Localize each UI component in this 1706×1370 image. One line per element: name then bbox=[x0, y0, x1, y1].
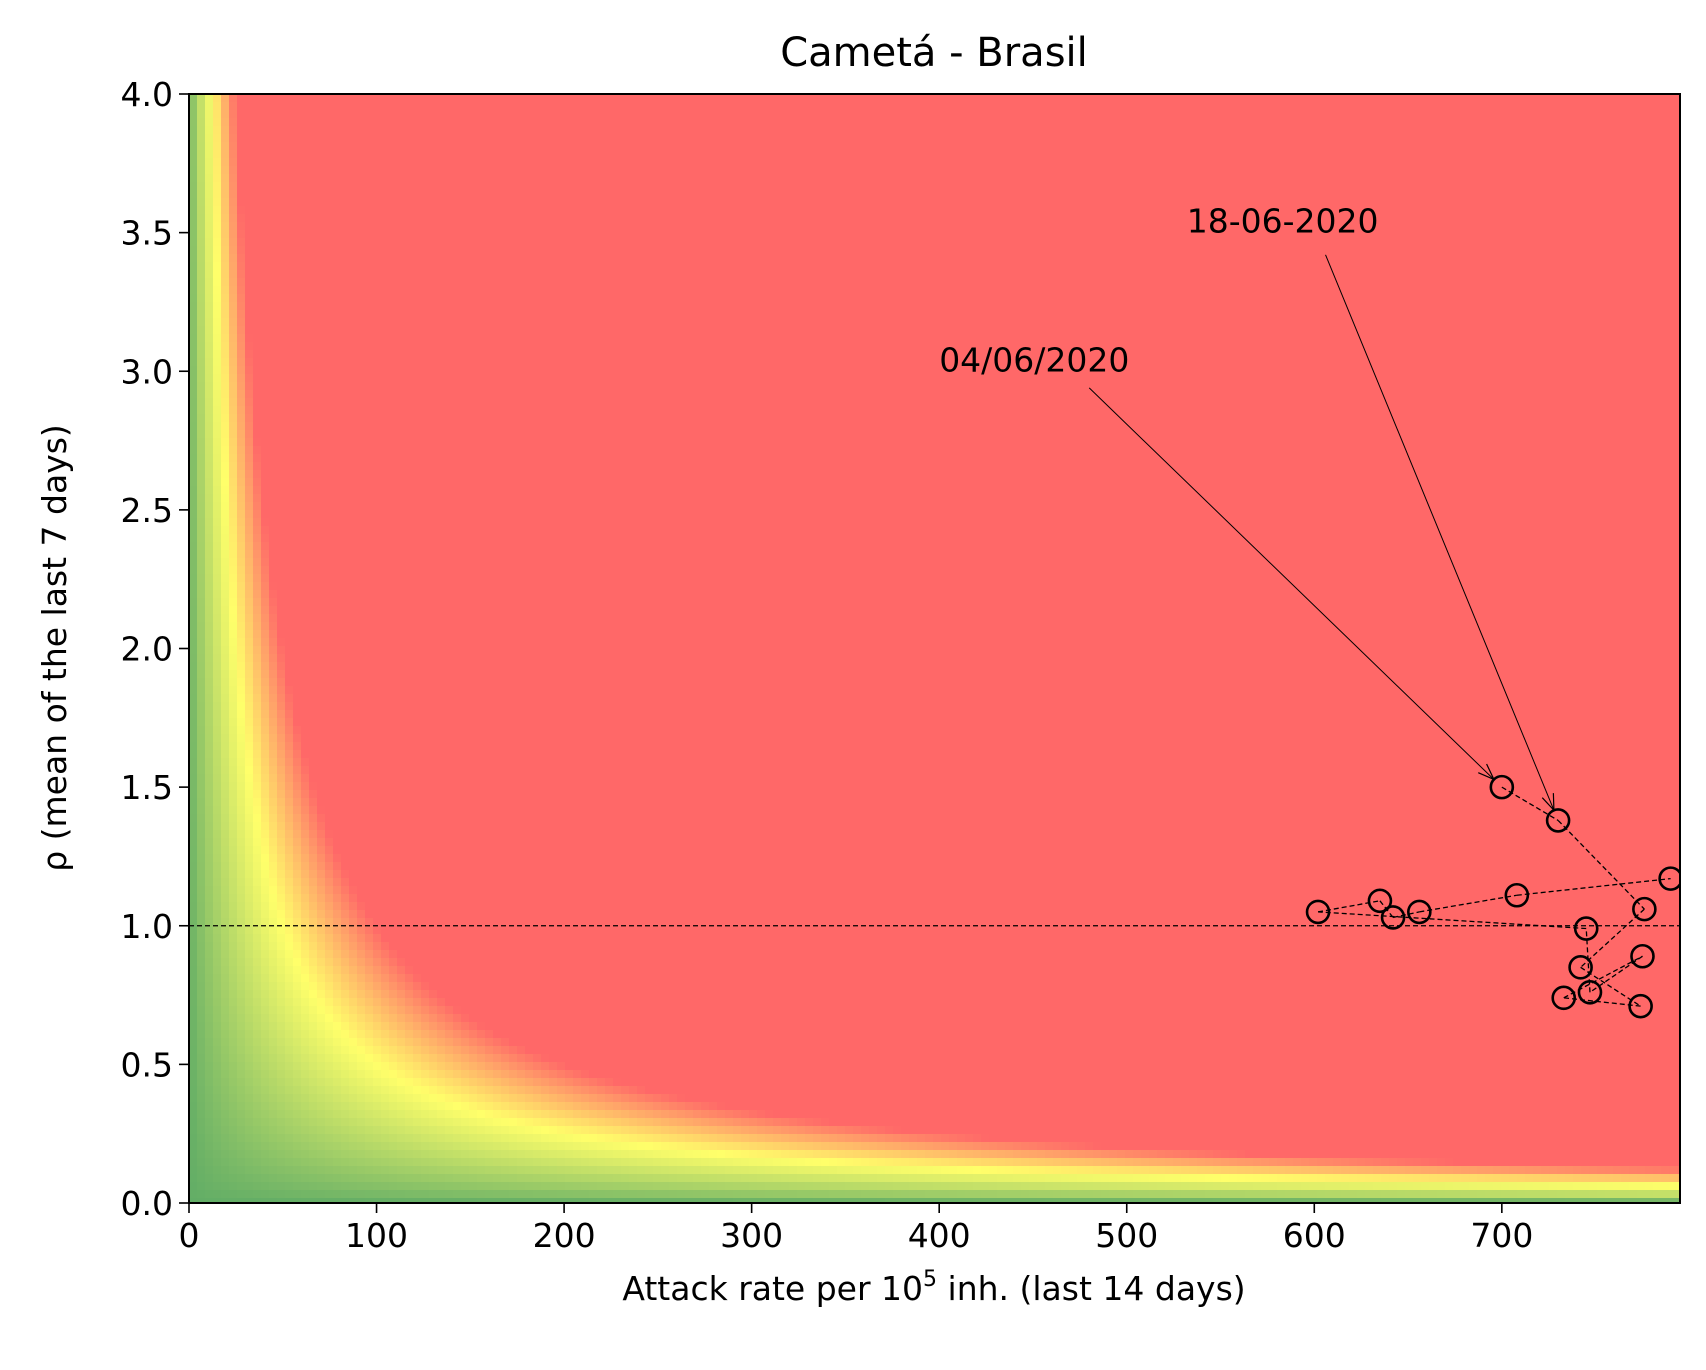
y-axis-label: ρ (mean of the last 7 days) bbox=[35, 424, 74, 872]
y-axis-ticks: 0.0 0.5 1.0 1.5 2.0 2.5 3.0 3.5 4.0 bbox=[121, 75, 189, 1223]
date-annotation-label: 18-06-2020 bbox=[1187, 202, 1379, 241]
x-axis-label: Attack rate per 105 inh. (last 14 days) bbox=[622, 1267, 1245, 1308]
x-tick-label: 200 bbox=[533, 1216, 596, 1255]
data-point bbox=[1305, 899, 1331, 925]
y-tick-label: 3.0 bbox=[121, 352, 173, 391]
data-point bbox=[1568, 955, 1593, 980]
data-point bbox=[1367, 888, 1393, 914]
x-tick-label: 500 bbox=[1095, 1216, 1158, 1255]
x-tick-label: 700 bbox=[1470, 1216, 1533, 1255]
data-point bbox=[1551, 985, 1577, 1011]
series-connector-segment bbox=[1563, 955, 1643, 999]
data-point bbox=[1632, 896, 1657, 922]
series-connector-segment bbox=[1516, 877, 1671, 896]
series-connector-segment bbox=[1317, 911, 1587, 930]
data-point bbox=[1577, 979, 1603, 1005]
y-tick-label: 3.5 bbox=[121, 214, 173, 253]
annotation-arrow-line bbox=[1325, 254, 1555, 811]
annotation-layer: 04/06/2020 18-06-2020 bbox=[939, 202, 1555, 812]
data-point bbox=[1380, 905, 1406, 930]
data-point bbox=[1628, 993, 1653, 1019]
y-tick-label: 0.0 bbox=[121, 1184, 173, 1223]
data-point bbox=[1573, 916, 1599, 941]
x-tick-label: 100 bbox=[345, 1216, 408, 1255]
data-point bbox=[1504, 882, 1530, 908]
chart-title: Cametá - Brasil bbox=[780, 30, 1088, 76]
data-point bbox=[1545, 808, 1571, 833]
annotation-arrow-head bbox=[1541, 793, 1555, 812]
annotation-arrow-line bbox=[1088, 387, 1495, 780]
series-layer bbox=[1305, 774, 1680, 1019]
plot-area bbox=[189, 94, 1680, 1203]
y-tick-label: 1.0 bbox=[121, 907, 173, 946]
data-point bbox=[1407, 899, 1432, 925]
y-tick-label: 4.0 bbox=[121, 75, 173, 114]
y-tick-label: 1.5 bbox=[121, 768, 173, 807]
y-tick-label: 2.0 bbox=[121, 630, 173, 669]
series-connector-segment bbox=[1563, 997, 1641, 1007]
data-point bbox=[1630, 943, 1655, 969]
series-connector-segment bbox=[1419, 894, 1517, 913]
data-point bbox=[1489, 774, 1515, 800]
x-axis-ticks: 0 100 200 300 400 500 600 700 bbox=[179, 1203, 1533, 1255]
x-tick-label: 0 bbox=[179, 1216, 200, 1255]
y-tick-label: 2.5 bbox=[121, 491, 173, 530]
y-tick-label: 0.5 bbox=[121, 1045, 173, 1084]
x-tick-label: 400 bbox=[908, 1216, 971, 1255]
series-connector-segment bbox=[1392, 911, 1420, 919]
x-tick-label: 600 bbox=[1283, 1216, 1346, 1255]
x-tick-label: 300 bbox=[720, 1216, 783, 1255]
date-annotation-label: 04/06/2020 bbox=[939, 340, 1129, 379]
risk-heatmap-background bbox=[189, 94, 1680, 1203]
series-connector-segment bbox=[1557, 819, 1645, 910]
data-point bbox=[1658, 866, 1680, 891]
annotation-arrow-head bbox=[1478, 763, 1496, 781]
series-connector-segment bbox=[1580, 908, 1645, 968]
